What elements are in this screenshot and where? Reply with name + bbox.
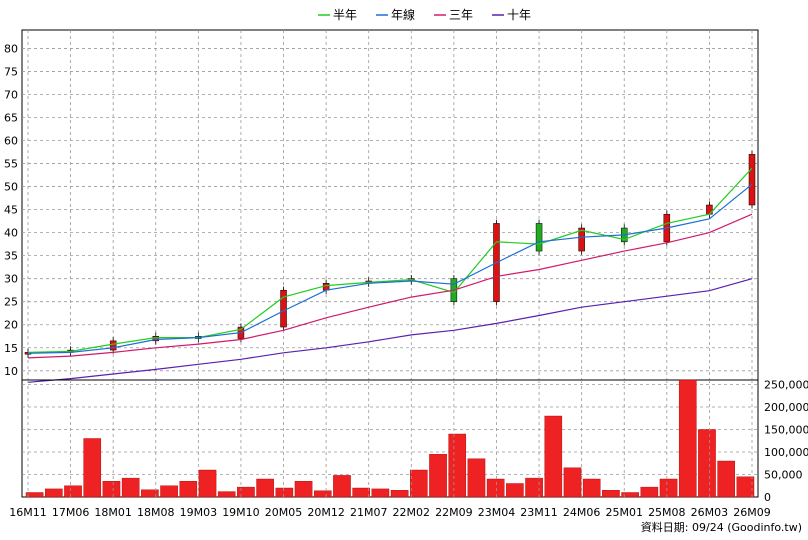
x-tick-label: 22M09 <box>435 506 473 519</box>
volume-bar <box>141 489 159 498</box>
volume-bar <box>333 475 351 498</box>
volume-bar <box>25 492 44 498</box>
candle-body <box>748 154 756 206</box>
volume-bar <box>64 485 82 498</box>
ma-line-十年 <box>27 278 753 383</box>
price-tick-label: 75 <box>4 65 18 78</box>
volume-bar <box>352 487 370 498</box>
volume-bar <box>217 491 236 498</box>
volume-bar <box>717 460 735 498</box>
x-tick-label: 23M04 <box>478 506 516 519</box>
price-tick-label: 60 <box>4 135 18 148</box>
candle-body <box>706 204 713 215</box>
x-tick-label: 19M10 <box>222 506 260 519</box>
price-tick-label: 50 <box>4 181 18 194</box>
x-tick-label: 21M07 <box>350 506 388 519</box>
volume-bar <box>237 486 255 498</box>
volume-bar <box>256 478 274 498</box>
ma-line-半年 <box>27 167 753 353</box>
ma-line-三年 <box>27 213 753 359</box>
volume-bar <box>621 492 639 498</box>
x-axis: 16M11 17M06 18M01 18M08 19M03 19M10 20M05 20M12… <box>9 380 771 519</box>
price-tick-label: 15 <box>4 342 18 355</box>
volume-tick-label: 250,000 <box>764 379 808 392</box>
price-tick-label: 45 <box>4 204 18 217</box>
volume-bar <box>582 478 601 498</box>
candle-body <box>578 227 585 252</box>
price-tick-label: 55 <box>4 158 18 171</box>
volume-bar <box>678 379 697 498</box>
x-tick-label: 19M03 <box>180 506 218 519</box>
x-tick-label: 17M06 <box>52 506 90 519</box>
price-tick-label: 25 <box>4 296 18 309</box>
volume-bar <box>121 477 140 498</box>
volume-plot-frame <box>21 379 759 498</box>
volume-bar <box>736 476 755 498</box>
volume-tick-label: 100,000 <box>764 446 808 459</box>
volume-bar <box>640 486 659 498</box>
volume-bar <box>506 483 524 498</box>
x-tick-label: 23M11 <box>520 506 558 519</box>
volume-bar <box>160 485 178 498</box>
x-tick-label: 22M02 <box>393 506 431 519</box>
price-plot-frame <box>21 29 759 381</box>
price-tick-label: 80 <box>4 42 18 55</box>
volume-bar <box>486 478 505 498</box>
price-tick-label: 35 <box>4 250 18 263</box>
legend-label: 年線 <box>391 7 415 22</box>
x-tick-label: 24M06 <box>563 506 601 519</box>
x-tick-label: 18M08 <box>137 506 175 519</box>
volume-bar <box>467 458 486 498</box>
volume-bar <box>429 454 447 498</box>
candle-body <box>280 289 287 328</box>
price-tick-label: 65 <box>4 112 18 125</box>
price-tick-label: 20 <box>4 319 18 332</box>
volume-bar <box>179 481 198 498</box>
volume-bar <box>390 490 409 498</box>
volume-bar <box>698 429 716 498</box>
x-tick-label: 20M12 <box>307 506 345 519</box>
volume-bar <box>275 487 294 498</box>
legend-label: 半年 <box>333 8 357 22</box>
volume-bar <box>448 433 467 498</box>
x-tick-label: 18M01 <box>94 506 132 519</box>
volume-bar <box>45 488 63 498</box>
x-tick-label: 25M08 <box>648 506 686 519</box>
volume-bar <box>102 481 121 498</box>
volume-bar <box>371 488 390 498</box>
volume-bar <box>198 469 217 498</box>
volume-bar <box>313 490 332 498</box>
volume-bar <box>563 467 582 498</box>
volume-bar <box>83 438 102 498</box>
volume-tick-label: 150,000 <box>764 424 808 437</box>
volume-tick-label: 200,000 <box>764 401 808 414</box>
volume-panel: 250,000 200,000 150,000 100,000 50,000 0 <box>21 379 808 504</box>
ma-line-年線 <box>27 183 753 354</box>
x-tick-label: 25M01 <box>605 506 643 519</box>
volume-bar <box>294 481 313 498</box>
x-tick-label: 16M11 <box>9 506 47 519</box>
volume-tick-label: 0 <box>764 491 771 504</box>
candle-body <box>109 340 117 351</box>
x-tick-label: 20M05 <box>265 506 303 519</box>
legend-label: 三年 <box>449 8 473 22</box>
volume-bar <box>659 478 678 498</box>
candle-body <box>535 223 543 252</box>
legend-label: 十年 <box>507 8 531 22</box>
price-panel: 10 15 20 25 30 35 40 45 50 55 60 65 70 75 80 <box>4 29 759 383</box>
chart-legend: 半年 年線 三年 十年 <box>318 7 531 22</box>
volume-bar <box>410 469 428 498</box>
price-tick-label: 40 <box>4 227 18 240</box>
price-tick-label: 70 <box>4 88 18 101</box>
x-tick-label: 26M09 <box>733 506 771 519</box>
volume-bar <box>544 415 563 498</box>
volume-bar <box>525 477 543 498</box>
x-tick-label: 26M03 <box>691 506 729 519</box>
volume-bar <box>602 490 620 498</box>
price-tick-label: 30 <box>4 273 18 286</box>
volume-tick-label: 50,000 <box>764 469 803 482</box>
price-tick-label: 10 <box>4 365 18 378</box>
source-note: 資料日期: 09/24 (Goodinfo.tw) <box>641 520 802 534</box>
